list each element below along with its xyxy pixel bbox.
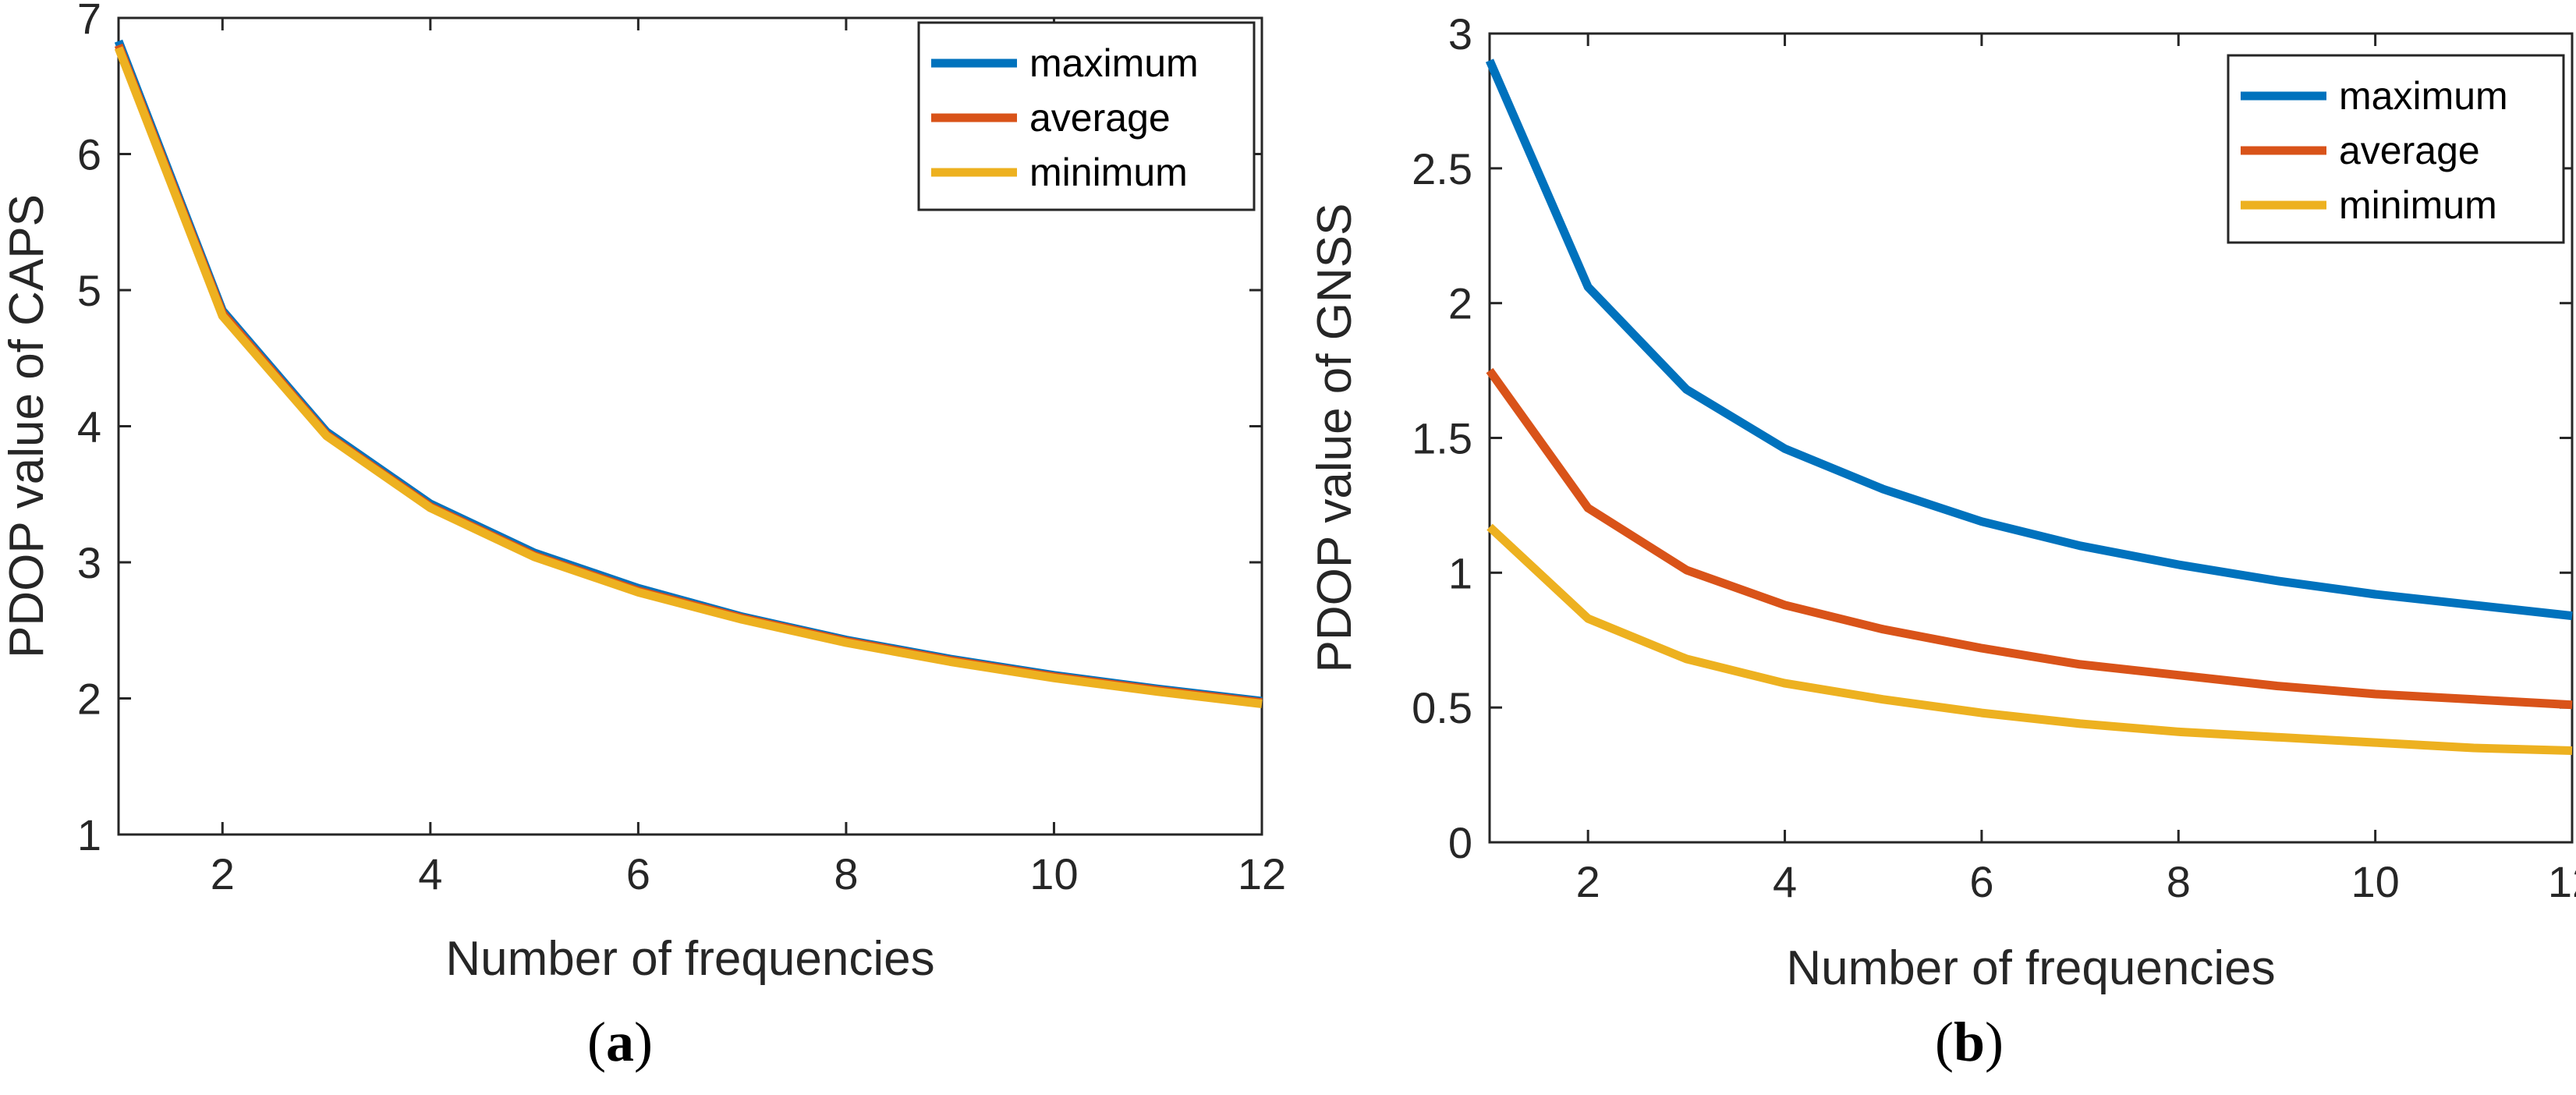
y-tick-label: 4 xyxy=(77,402,101,452)
x-tick-label: 12 xyxy=(1238,849,1286,898)
chart-panel-a: 2 4 6 8 10 12 1 2 3 4 5 6 7 Number of frequencies PDOP… xyxy=(0,0,1286,1095)
x-tick-label: 4 xyxy=(1773,857,1797,906)
y-tick-label: 2.5 xyxy=(1412,144,1472,193)
series-line-minimum xyxy=(1486,523,2573,755)
y-tick-label: 1 xyxy=(77,810,101,859)
series-line-minimum xyxy=(114,46,1263,708)
x-tick-label: 10 xyxy=(2351,857,2399,906)
caption-b: (b) xyxy=(1934,1011,2004,1073)
x-tick-label: 6 xyxy=(626,849,650,898)
y-tick-label: 1 xyxy=(1448,548,1472,597)
x-tick-label: 2 xyxy=(1576,857,1600,906)
chart-b: 2 4 6 8 10 12 0 0.5 1 1.5 2 2.5 3 Number of frequenci… xyxy=(1308,9,2576,995)
legend-label-minimum: minimum xyxy=(1029,151,1188,194)
x-tick-label: 2 xyxy=(211,849,235,898)
x-tick-label: 8 xyxy=(2167,857,2191,906)
y-tick-label: 2 xyxy=(77,675,101,724)
chart-panel-b: 2 4 6 8 10 12 0 0.5 1 1.5 2 2.5 3 Number of frequenci… xyxy=(1279,0,2576,1095)
y-tick-label: 0 xyxy=(1448,818,1472,867)
series-line-maximum xyxy=(1485,58,2573,621)
x-tick-label: 8 xyxy=(834,849,858,898)
x-tick-label: 4 xyxy=(418,849,442,898)
y-tick-label: 0.5 xyxy=(1412,683,1472,732)
legend-label-minimum: minimum xyxy=(2339,183,2497,227)
x-tick-label: 10 xyxy=(1029,849,1078,898)
y-tick-label: 1.5 xyxy=(1412,414,1472,463)
legend-label-average: average xyxy=(2339,129,2480,172)
y-tick-label: 3 xyxy=(77,538,101,587)
y-axis-title: PDOP value of GNSS xyxy=(1308,204,1362,673)
y-tick-label: 2 xyxy=(1448,279,1472,328)
legend-label-average: average xyxy=(1029,96,1171,140)
y-axis-title: PDOP value of CAPS xyxy=(0,194,54,658)
x-tick-label: 12 xyxy=(2548,857,2576,906)
x-axis-title: Number of frequencies xyxy=(1786,941,2275,995)
y-tick-label: 6 xyxy=(77,130,101,179)
y-tick-label: 3 xyxy=(1448,9,1472,58)
caption-a: (a) xyxy=(587,1011,653,1073)
y-tick-label: 7 xyxy=(77,0,101,43)
y-tick-label: 5 xyxy=(77,266,101,315)
x-axis-title: Number of frequencies xyxy=(445,932,934,986)
series-line-average xyxy=(1486,367,2573,710)
legend-label-maximum: maximum xyxy=(2339,74,2508,118)
legend-label-maximum: maximum xyxy=(1029,41,1199,85)
x-tick-label: 6 xyxy=(1969,857,1993,906)
